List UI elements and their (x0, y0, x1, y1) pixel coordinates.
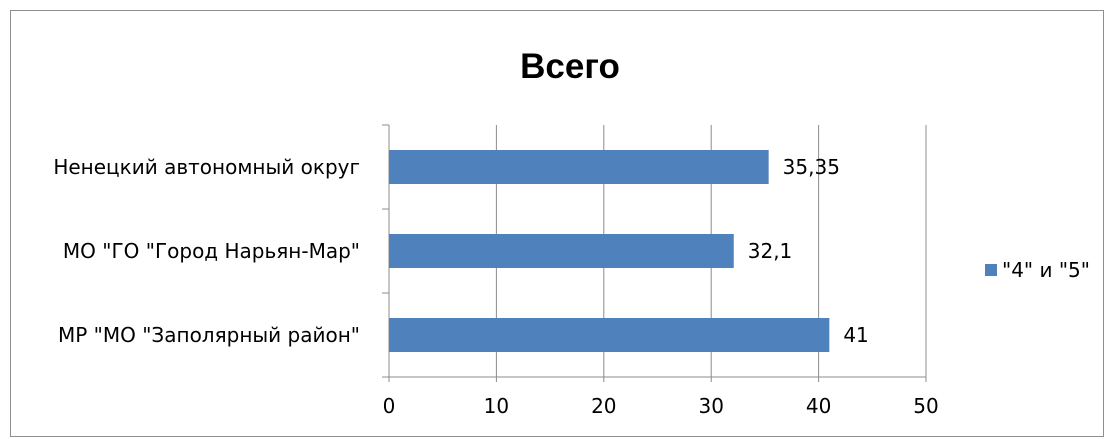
x-tick-label-1: 10 (484, 394, 509, 418)
x-tick-label-5: 50 (913, 394, 938, 418)
bars (389, 150, 830, 352)
category-label-1: МО "ГО "Город Нарьян-Мар" (63, 239, 360, 263)
data-labels: 35,35 32,1 41 (748, 155, 869, 347)
category-labels: Ненецкий автономный округ МО "ГО "Город Н… (53, 155, 360, 347)
legend-swatch (985, 264, 997, 276)
data-label-2: 41 (843, 323, 868, 347)
legend: "4" и "5" (985, 258, 1090, 282)
category-label-0: Ненецкий автономный округ (53, 155, 360, 179)
bar-0 (389, 150, 769, 184)
bar-1 (389, 234, 734, 268)
x-tick-label-3: 30 (698, 394, 723, 418)
legend-label: "4" и "5" (1002, 258, 1090, 282)
data-label-1: 32,1 (748, 239, 793, 263)
x-tick-label-4: 40 (806, 394, 831, 418)
category-label-2: МР "МО "Заполярный район" (58, 323, 360, 347)
x-axis-tick-labels: 0 10 20 30 40 50 (383, 394, 939, 418)
x-tick-label-0: 0 (383, 394, 396, 418)
x-tick-label-2: 20 (591, 394, 616, 418)
data-label-0: 35,35 (783, 155, 840, 179)
bar-2 (389, 318, 830, 352)
chart-title: Всего (520, 47, 620, 86)
chart-frame (10, 10, 1104, 437)
